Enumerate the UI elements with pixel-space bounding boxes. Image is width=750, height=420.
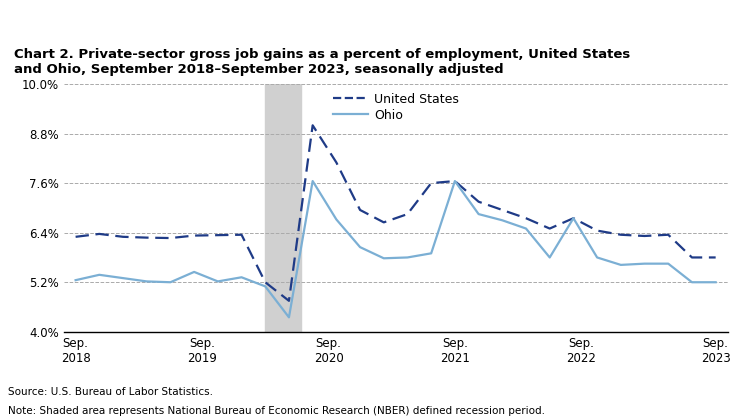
United States (545, 226, 554, 231)
Ohio (664, 261, 673, 266)
United States (284, 298, 293, 303)
Ohio (94, 272, 104, 277)
Ohio (616, 262, 626, 268)
Ohio (237, 275, 246, 280)
United States (190, 233, 199, 238)
United States (118, 234, 128, 239)
Ohio (688, 280, 697, 285)
Ohio (332, 217, 340, 222)
Ohio (118, 276, 128, 281)
Ohio (711, 280, 720, 285)
United States (213, 233, 222, 238)
Ohio (284, 315, 293, 320)
United States (142, 235, 152, 240)
United States (94, 231, 104, 236)
Text: Source: U.S. Bureau of Labor Statistics.: Source: U.S. Bureau of Labor Statistics. (8, 387, 212, 397)
Ohio (190, 269, 199, 274)
United States (688, 255, 697, 260)
United States (261, 280, 270, 285)
United States (308, 123, 317, 128)
Line: Ohio: Ohio (76, 181, 716, 318)
United States (569, 216, 578, 221)
United States (474, 199, 483, 204)
Ohio (451, 178, 460, 184)
Ohio (356, 244, 364, 249)
Ohio (380, 256, 388, 261)
Ohio (142, 279, 152, 284)
Ohio (640, 261, 649, 266)
United States (498, 207, 507, 213)
Text: Note: Shaded area represents National Bureau of Economic Research (NBER) defined: Note: Shaded area represents National Bu… (8, 406, 544, 416)
United States (380, 220, 388, 225)
Ohio (403, 255, 412, 260)
United States (451, 178, 460, 184)
Legend: United States, Ohio: United States, Ohio (332, 93, 459, 122)
Ohio (213, 279, 222, 284)
Ohio (474, 212, 483, 217)
Ohio (498, 218, 507, 223)
Ohio (569, 216, 578, 221)
Ohio (308, 178, 317, 184)
Ohio (427, 251, 436, 256)
Ohio (545, 255, 554, 260)
United States (521, 216, 530, 221)
United States (427, 181, 436, 186)
Line: United States: United States (76, 125, 716, 301)
United States (592, 228, 602, 233)
Ohio (521, 226, 530, 231)
United States (166, 236, 175, 241)
United States (403, 212, 412, 217)
Ohio (71, 278, 80, 283)
Ohio (166, 280, 175, 285)
United States (640, 234, 649, 239)
Bar (266, 84, 301, 332)
United States (616, 232, 626, 237)
Ohio (592, 255, 602, 260)
United States (664, 232, 673, 237)
United States (71, 234, 80, 239)
United States (237, 232, 246, 237)
United States (711, 255, 720, 260)
Text: Chart 2. Private-sector gross job gains as a percent of employment, United State: Chart 2. Private-sector gross job gains … (14, 48, 630, 76)
Ohio (261, 284, 270, 289)
United States (332, 160, 340, 165)
United States (356, 207, 364, 213)
